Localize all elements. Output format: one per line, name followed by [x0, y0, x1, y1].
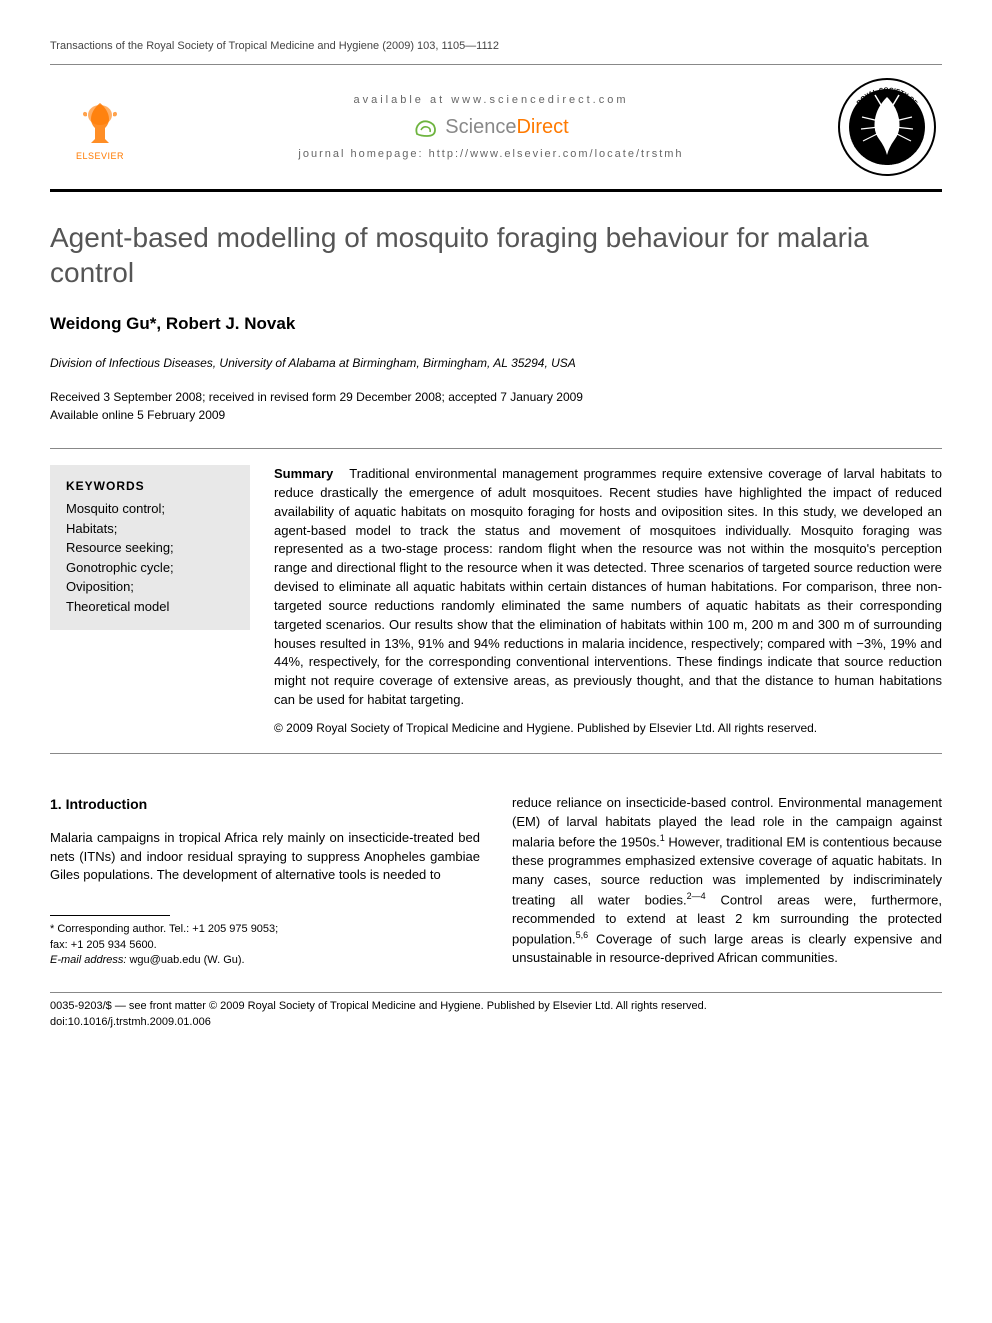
intro-paragraph-2: reduce reliance on insecticide-based con…	[512, 794, 942, 968]
footnote-email: E-mail address: wgu@uab.edu (W. Gu).	[50, 953, 480, 968]
society-logo: ROYAL SOCIETY OF TROPICAL MEDICINE & HYG…	[837, 77, 937, 177]
intro-heading: 1. Introduction	[50, 794, 480, 814]
body-column-right: reduce reliance on insecticide-based con…	[512, 794, 942, 968]
journal-header: Transactions of the Royal Society of Tro…	[50, 40, 942, 52]
sciencedirect-icon	[413, 114, 439, 140]
elsevier-logo: ELSEVIER	[71, 93, 129, 161]
article-title: Agent-based modelling of mosquito foragi…	[50, 220, 942, 290]
publisher-banner: ELSEVIER available at www.sciencedirect.…	[50, 64, 942, 192]
summary-text: Traditional environmental management pro…	[274, 466, 942, 707]
banner-center: available at www.sciencedirect.com Scien…	[150, 94, 832, 160]
elsevier-text: ELSEVIER	[76, 151, 124, 161]
keywords-title: KEYWORDS	[66, 479, 234, 493]
keywords-list: Mosquito control; Habitats; Resource see…	[66, 499, 234, 616]
intro-paragraph-1: Malaria campaigns in tropical Africa rel…	[50, 829, 480, 886]
sciencedirect-text: ScienceDirect	[445, 116, 568, 139]
affiliation: Division of Infectious Diseases, Univers…	[50, 356, 942, 370]
available-at-text: available at www.sciencedirect.com	[353, 94, 628, 106]
abstract-block: KEYWORDS Mosquito control; Habitats; Res…	[50, 448, 942, 754]
available-online-date: Available online 5 February 2009	[50, 408, 942, 422]
footnote-fax: fax: +1 205 934 5600.	[50, 938, 480, 953]
elsevier-logo-block: ELSEVIER	[50, 93, 150, 161]
sciencedirect-logo: ScienceDirect	[413, 114, 568, 140]
footer-copyright: 0035-9203/$ — see front matter © 2009 Ro…	[50, 999, 942, 1014]
summary-copyright: © 2009 Royal Society of Tropical Medicin…	[274, 720, 942, 737]
footnote-tel: * Corresponding author. Tel.: +1 205 975…	[50, 922, 480, 937]
footer-separator	[50, 992, 942, 993]
journal-homepage: journal homepage: http://www.elsevier.co…	[298, 148, 683, 160]
society-logo-block: ROYAL SOCIETY OF TROPICAL MEDICINE & HYG…	[832, 77, 942, 177]
body-columns: 1. Introduction Malaria campaigns in tro…	[50, 794, 942, 968]
summary-block: SummaryTraditional environmental managem…	[274, 465, 942, 737]
received-dates: Received 3 September 2008; received in r…	[50, 390, 942, 404]
summary-label: Summary	[274, 466, 333, 481]
footer-doi: doi:10.1016/j.trstmh.2009.01.006	[50, 1015, 942, 1030]
elsevier-tree-icon	[73, 99, 127, 149]
corresponding-author-footnote: * Corresponding author. Tel.: +1 205 975…	[50, 922, 480, 968]
body-column-left: 1. Introduction Malaria campaigns in tro…	[50, 794, 480, 968]
authors: Weidong Gu*, Robert J. Novak	[50, 314, 942, 334]
keywords-box: KEYWORDS Mosquito control; Habitats; Res…	[50, 465, 250, 630]
footnote-separator	[50, 915, 170, 916]
